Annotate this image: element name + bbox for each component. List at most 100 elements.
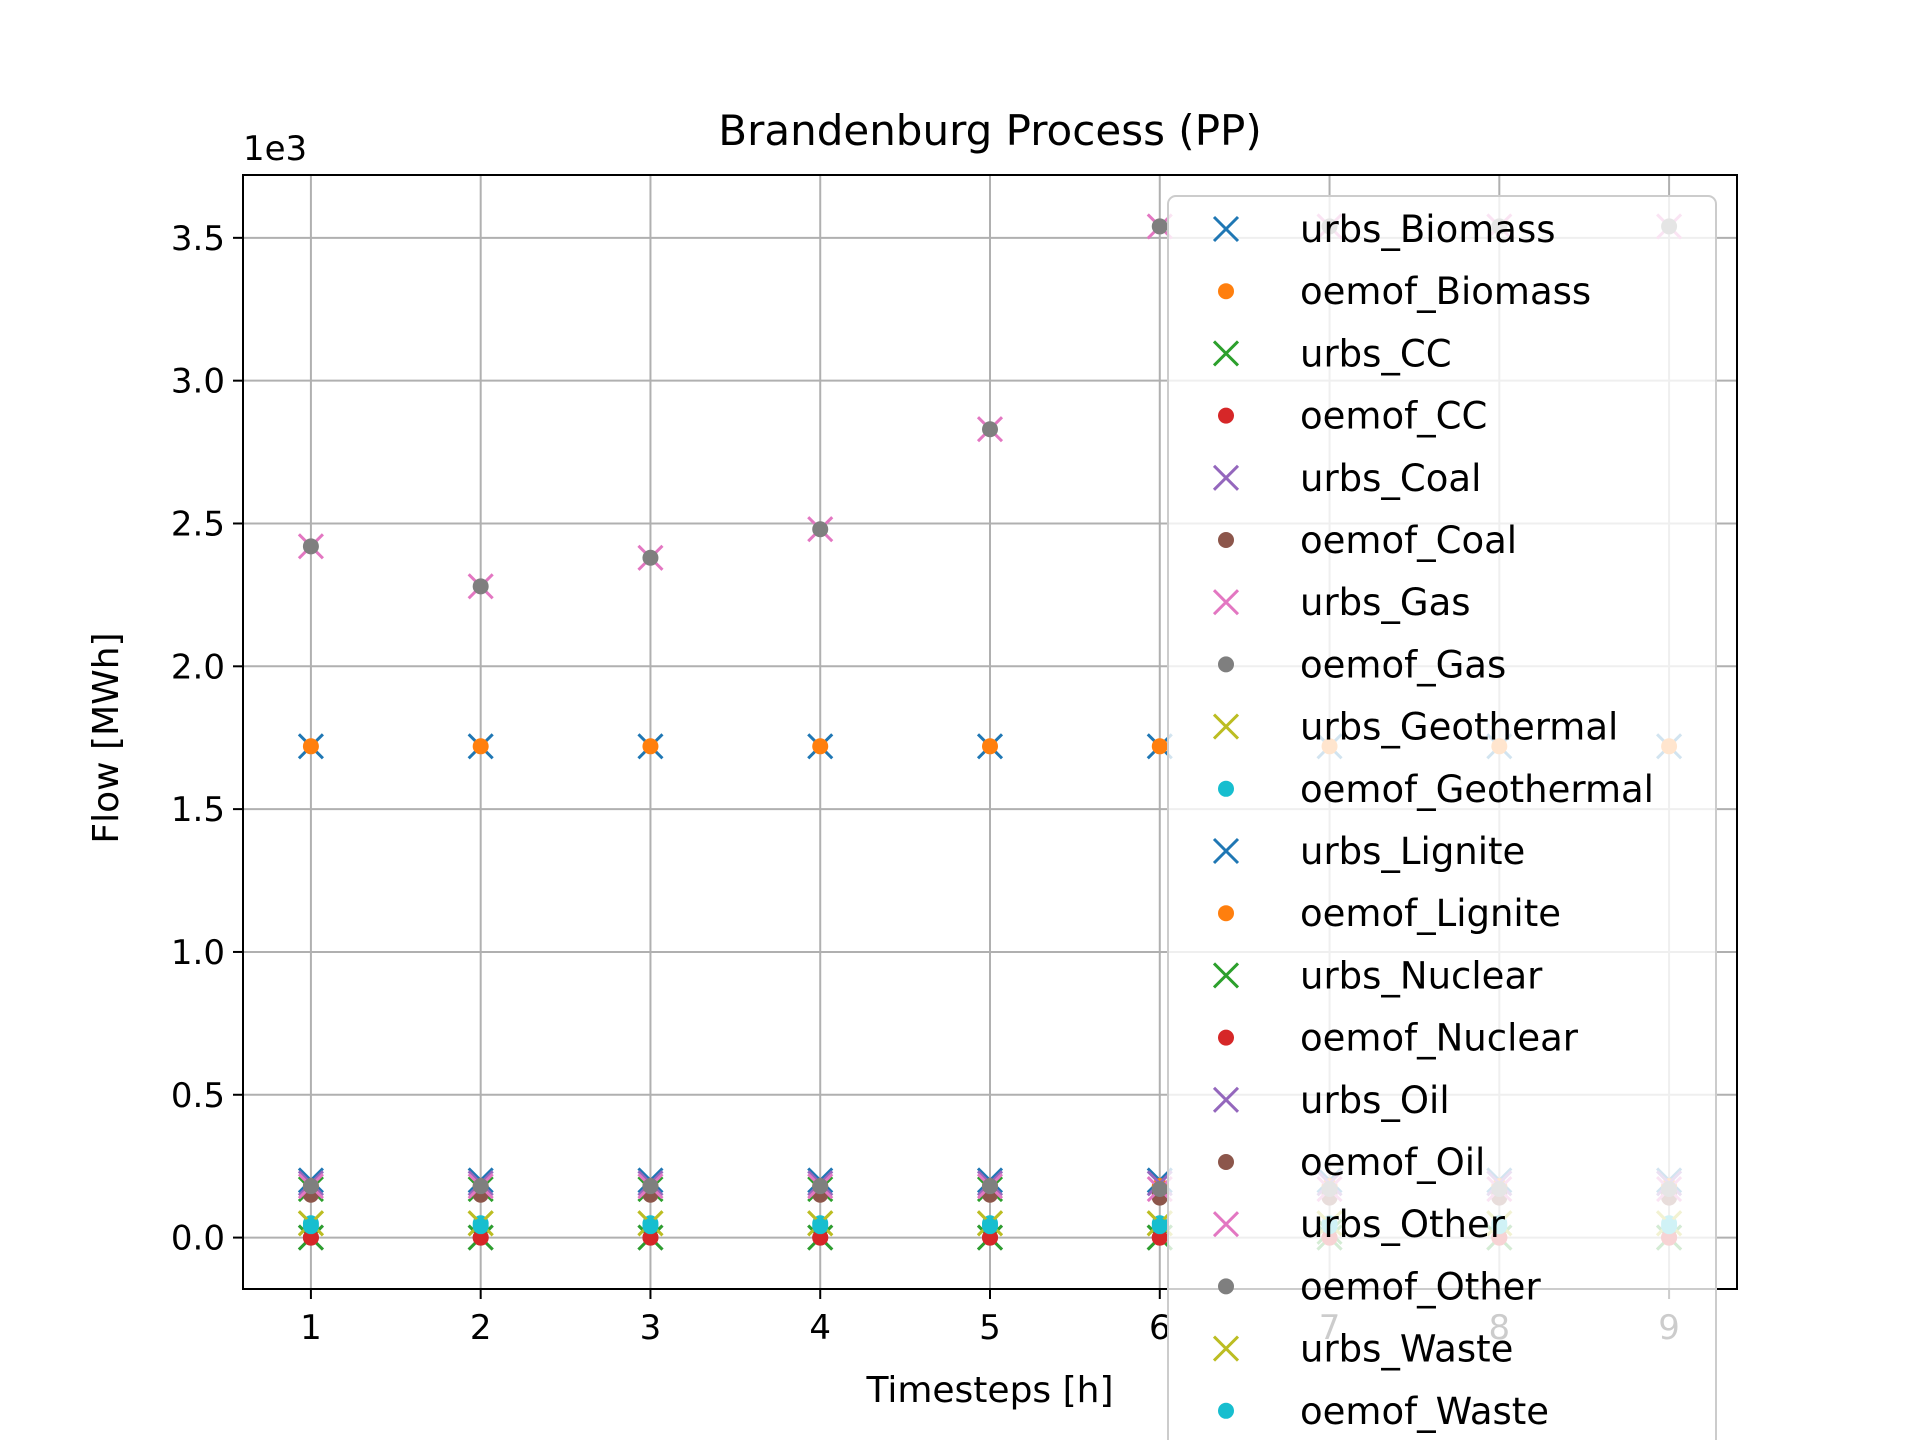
x-axis-label: Timesteps [h] [865, 1370, 1113, 1411]
legend-item: oemof_Coal [1218, 519, 1517, 562]
legend-label: urbs_Biomass [1300, 208, 1556, 251]
data-point [472, 738, 489, 755]
legend-marker [1212, 589, 1240, 616]
legend-marker [1212, 1211, 1240, 1238]
data-point [302, 738, 319, 755]
data-point [642, 1229, 659, 1246]
data-point [812, 521, 829, 538]
legend-label: urbs_Waste [1300, 1328, 1513, 1371]
data-point [812, 1218, 829, 1235]
chart-title: Brandenburg Process (PP) [718, 106, 1261, 155]
legend-item: oemof_Waste [1218, 1390, 1549, 1433]
legend: urbs_Biomass oemof_Biomass urbs_CC oemof_CC… [1167, 195, 1717, 1440]
legend-item: urbs_Nuclear [1212, 954, 1543, 997]
legend-label: urbs_Lignite [1300, 830, 1525, 873]
legend-item: oemof_Nuclear [1218, 1017, 1579, 1060]
legend-marker [1212, 464, 1240, 491]
legend-label: oemof_CC [1300, 395, 1487, 438]
legend-item: urbs_Other [1212, 1203, 1506, 1246]
x-tick-label: 1 [300, 1308, 322, 1348]
legend-item: oemof_Oil [1218, 1141, 1485, 1184]
legend-item: urbs_CC [1212, 332, 1452, 375]
legend-marker [1218, 780, 1234, 797]
data-point [642, 549, 659, 566]
y-tick-label: 1.5 [171, 790, 225, 830]
legend-marker [1218, 905, 1234, 922]
legend-label: oemof_Coal [1300, 519, 1517, 562]
y-tick-label: 2.5 [171, 504, 225, 544]
x-tick-label: 5 [979, 1308, 1001, 1348]
legend-label: oemof_Oil [1300, 1141, 1485, 1184]
data-point [982, 1229, 998, 1246]
legend-marker [1212, 962, 1240, 989]
x-tick-label: 4 [809, 1308, 831, 1348]
y-axis-label: Flow [MWh] [86, 632, 127, 843]
data-point [982, 421, 998, 438]
data-point [812, 1229, 829, 1246]
legend-marker [1218, 407, 1234, 424]
x-tick-label: 3 [640, 1308, 662, 1348]
data-point [812, 1178, 829, 1195]
data-point [302, 538, 319, 555]
legend-label: oemof_Geothermal [1300, 768, 1654, 811]
legend-marker [1218, 656, 1234, 673]
legend-label: urbs_Coal [1300, 457, 1481, 500]
y-tick-label: 1.0 [171, 933, 225, 973]
legend-marker [1218, 1402, 1234, 1419]
legend-label: urbs_Geothermal [1300, 706, 1618, 749]
data-point [982, 1178, 998, 1195]
legend-label: urbs_Gas [1300, 581, 1471, 624]
data-point [472, 1229, 489, 1246]
legend-label: urbs_Nuclear [1300, 954, 1543, 997]
legend-label: oemof_Lignite [1300, 892, 1561, 935]
legend-item: oemof_Geothermal [1218, 768, 1654, 811]
legend-item: oemof_Gas [1218, 643, 1506, 686]
data-point [302, 1229, 319, 1246]
x-tick-label: 2 [470, 1308, 492, 1348]
data-point [1151, 218, 1168, 235]
legend-label: oemof_Other [1300, 1265, 1541, 1308]
legend-label: oemof_Waste [1300, 1390, 1549, 1433]
data-point [642, 1218, 659, 1235]
legend-box [1167, 195, 1717, 1440]
data-point [472, 1178, 489, 1195]
legend-marker [1212, 837, 1240, 865]
data-point [982, 738, 998, 755]
legend-marker [1212, 340, 1240, 367]
data-point [1151, 1218, 1168, 1235]
legend-label: urbs_Oil [1300, 1079, 1450, 1122]
legend-marker [1218, 1278, 1234, 1295]
y-tick-label: 3.0 [171, 362, 225, 402]
legend-marker [1212, 1335, 1240, 1362]
legend-item: oemof_Other [1218, 1265, 1541, 1308]
axes-frame [242, 174, 1738, 1290]
data-point [1151, 1229, 1168, 1246]
legend-item: urbs_Lignite [1212, 830, 1525, 873]
legend-marker [1218, 532, 1234, 548]
y-tick-label: 0.0 [171, 1219, 225, 1259]
data-point [302, 1218, 319, 1235]
legend-marker [1218, 283, 1234, 300]
legend-marker [1218, 1029, 1234, 1046]
y-tick-label: 2.0 [171, 647, 225, 687]
legend-label: oemof_Biomass [1300, 270, 1591, 313]
data-point [982, 1218, 998, 1235]
legend-marker [1212, 1086, 1240, 1113]
data-point [472, 1218, 489, 1235]
legend-marker [1212, 713, 1240, 740]
legend-item: oemof_Lignite [1218, 892, 1561, 935]
legend-item: urbs_Oil [1212, 1079, 1450, 1122]
data-point [642, 738, 659, 755]
legend-item: urbs_Coal [1212, 457, 1481, 500]
legend-label: urbs_CC [1300, 332, 1452, 375]
legend-item: oemof_Biomass [1218, 270, 1591, 313]
legend-item: urbs_Gas [1212, 581, 1471, 624]
data-point [1151, 738, 1168, 755]
legend-label: urbs_Other [1300, 1203, 1506, 1246]
legend-marker [1212, 215, 1240, 243]
data-point [642, 1178, 659, 1195]
y-tick-label: 0.5 [171, 1076, 225, 1116]
legend-label: oemof_Gas [1300, 643, 1506, 686]
data-point [1151, 1181, 1168, 1198]
